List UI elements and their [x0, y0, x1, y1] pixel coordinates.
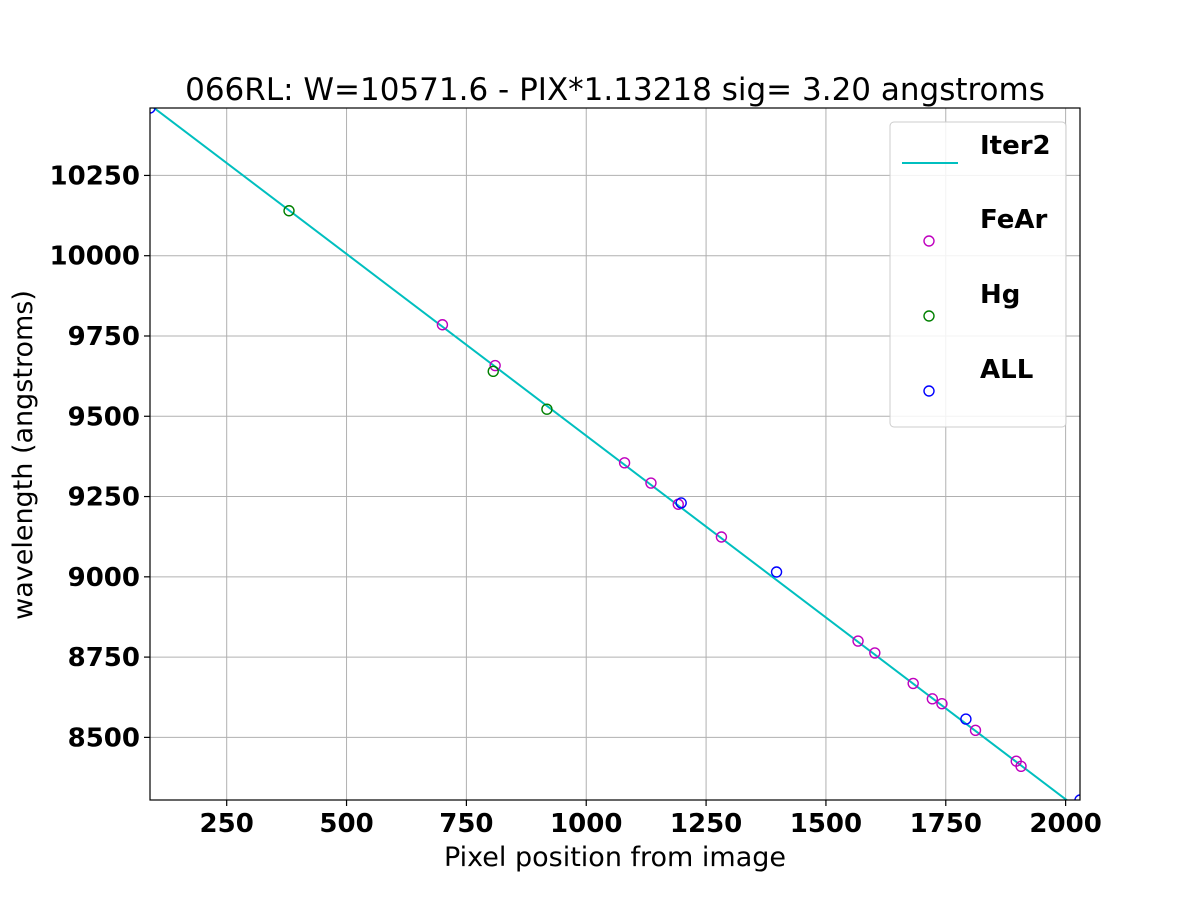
chart-title: 066RL: W=10571.6 - PIX*1.13218 sig= 3.20… [185, 72, 1045, 108]
point-fear [936, 697, 948, 710]
point-hg [283, 205, 295, 217]
y-tick-label: 8500 [68, 723, 140, 753]
point-fear [869, 647, 881, 659]
x-tick-label: 2000 [1029, 809, 1101, 839]
point-fear [969, 724, 982, 737]
y-tick-label: 9750 [68, 322, 140, 352]
point-fear [645, 477, 657, 489]
point-fear [436, 319, 449, 331]
legend-swatch-fear [923, 235, 935, 247]
point-all [770, 566, 783, 578]
x-tick-label: 250 [200, 809, 254, 839]
legend-label-iter2: Iter2 [980, 131, 1051, 161]
plot-area [150, 108, 1080, 800]
fit-line-iter2 [152, 108, 1069, 800]
x-tick-label: 750 [439, 809, 493, 839]
legend-box [889, 121, 1067, 428]
point-fear [907, 677, 919, 690]
legend-swatch-hg [923, 310, 935, 322]
x-tick-label: 1000 [550, 809, 622, 839]
legend-label-hg: Hg [980, 280, 1020, 310]
point-all [960, 713, 972, 725]
y-tick-label: 10000 [50, 242, 140, 272]
point-fear [852, 635, 864, 647]
x-tick-label: 500 [319, 809, 373, 839]
axis-ticks: 250 500 750 1000 1250 1500 1750 2000 8500 8750 900… [50, 161, 1102, 839]
point-all [675, 497, 687, 509]
y-tick-label: 9500 [68, 402, 140, 432]
legend-label-all: ALL [980, 355, 1033, 385]
y-tick-label: 9250 [68, 483, 140, 513]
point-fear [618, 457, 631, 469]
x-axis-label: Pixel position from image [444, 842, 786, 873]
point-fear [926, 693, 939, 705]
x-tick-label: 1750 [910, 809, 982, 839]
legend-swatch-all [923, 385, 935, 397]
y-tick-label: 10250 [50, 161, 140, 191]
plot-frame [149, 107, 1081, 801]
point-fear [1015, 760, 1027, 772]
x-tick-label: 1500 [790, 809, 862, 839]
y-axis-label: wavelength (angstroms) [8, 290, 39, 620]
legend: Iter2 FeAr Hg ALL [889, 121, 1067, 428]
point-hg [541, 403, 553, 415]
legend-label-fear: FeAr [980, 205, 1047, 235]
y-tick-label: 9000 [68, 563, 140, 593]
point-fear [715, 531, 728, 543]
point-hg [487, 365, 499, 378]
x-tick-label: 1250 [670, 809, 742, 839]
point-fear [489, 359, 501, 372]
y-tick-label: 8750 [68, 643, 140, 673]
